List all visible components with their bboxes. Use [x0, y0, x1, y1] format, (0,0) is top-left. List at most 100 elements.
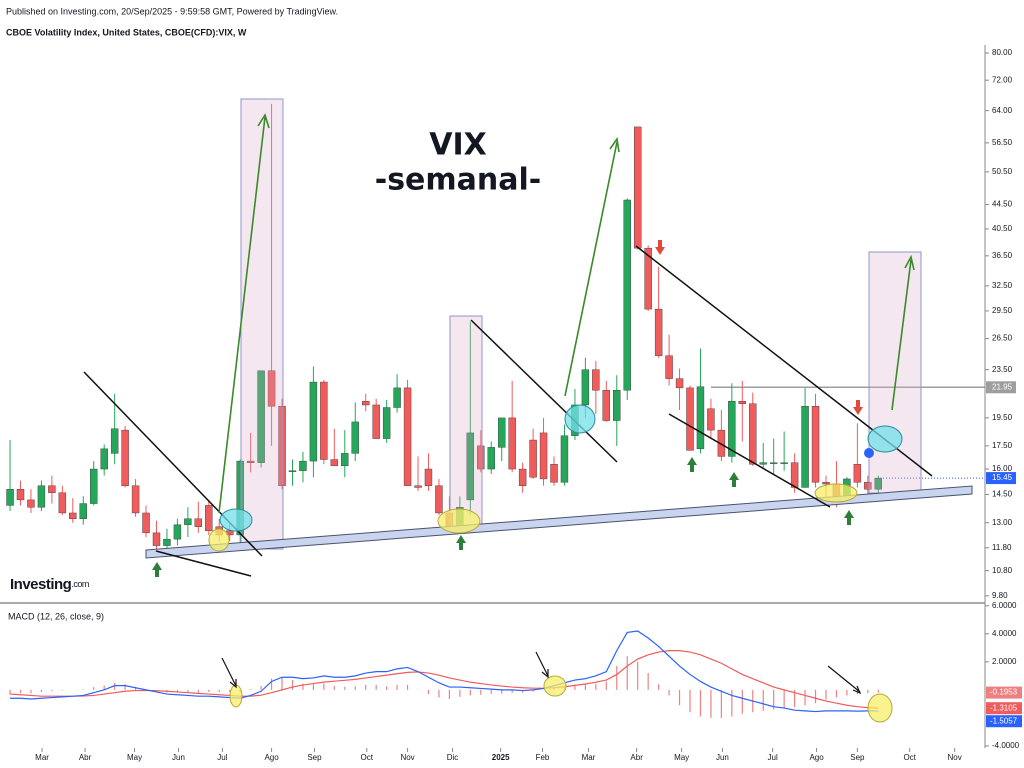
macd-title: MACD (12, 26, close, 9): [8, 611, 104, 621]
macd-line: [10, 630, 879, 713]
y-tick-label: 26.50: [992, 334, 1013, 343]
candle-body: [330, 459, 339, 467]
candle-body: [790, 462, 799, 488]
candle-body: [769, 462, 778, 464]
candle-body: [853, 464, 862, 483]
macd-y-tick-label: -4.0000: [992, 741, 1020, 750]
symbol-title: CBOE Volatility Index, United States, CB…: [6, 27, 247, 37]
candle-body: [267, 370, 276, 407]
candle-body: [288, 470, 297, 472]
y-tick-label: 13.00: [992, 518, 1013, 527]
candle-body: [686, 387, 694, 451]
candle-body: [811, 406, 820, 483]
candle-body: [299, 460, 307, 471]
candle-body: [581, 369, 590, 406]
candle-body: [194, 518, 203, 527]
candle-body: [518, 468, 527, 486]
candle-body: [278, 406, 286, 486]
candle-body: [121, 429, 129, 486]
published-note: Published on Investing.com, 20/Sep/2025 …: [6, 6, 338, 16]
y-tick-label: 36.50: [992, 251, 1013, 260]
candle-body: [142, 512, 150, 534]
x-tick-label: Abr: [79, 753, 92, 762]
candle-body: [236, 460, 244, 536]
candle-body: [477, 445, 485, 470]
x-tick-label: Sep: [307, 753, 322, 762]
overlay-subtitle: -semanal-: [375, 163, 542, 198]
candle-body: [728, 401, 736, 457]
candle-body: [508, 417, 516, 470]
candle-body: [100, 448, 108, 470]
candle-body: [414, 485, 422, 488]
candle-body: [27, 499, 35, 508]
highlight-box: [240, 98, 284, 550]
x-tick-label: Sep: [850, 753, 865, 762]
down-arrows: [655, 240, 863, 415]
candle-body: [382, 407, 391, 439]
candle-body: [560, 435, 569, 483]
candle-body: [79, 503, 87, 519]
candle-body: [780, 462, 788, 464]
candle-body: [644, 247, 652, 310]
y-tick-label: 40.50: [992, 224, 1013, 233]
y-tick-label: 44.50: [992, 200, 1013, 209]
candle-body: [435, 485, 443, 514]
candle-body: [403, 387, 412, 486]
x-tick-label: Mar: [582, 753, 596, 762]
candle-body: [466, 432, 475, 501]
plot: [6, 103, 985, 718]
candle-body: [633, 126, 642, 249]
candle-body: [16, 488, 25, 501]
candle-body: [37, 485, 46, 508]
green-arrows: [218, 113, 915, 514]
x-tick-label: Jun: [172, 753, 185, 762]
x-tick-label: Jul: [217, 753, 227, 762]
y-tick-label: 11.80: [992, 543, 1012, 552]
x-tick-label: Abr: [630, 753, 643, 762]
value-label-bg: [986, 702, 1022, 715]
x-tick-label: May: [127, 753, 142, 762]
black-arrows: [221, 651, 862, 695]
candle-body: [351, 421, 359, 454]
last-price-bg: [986, 472, 1016, 485]
candle-body: [529, 439, 537, 478]
candle-body: [320, 381, 328, 460]
trend-line: [668, 413, 831, 508]
candle-body: [696, 386, 705, 450]
x-tick-label: May: [674, 753, 689, 762]
y-tick-label: 10.80: [992, 566, 1013, 575]
value-label: -1.5057: [990, 716, 1018, 725]
candle-body: [498, 417, 506, 448]
candle-body: [738, 401, 747, 404]
candle-body: [822, 482, 830, 485]
reference-label: 21.95: [992, 382, 1013, 391]
candle-body: [759, 462, 767, 465]
x-tick-label: Mar: [35, 753, 49, 762]
y-tick-label: 80.00: [992, 48, 1013, 57]
candle-body: [257, 370, 265, 463]
y-tick-label: 72.00: [992, 75, 1013, 84]
reference-label-bg: [986, 381, 1016, 394]
y-tick-label: 56.50: [992, 138, 1013, 147]
y-tick-label: 32.50: [992, 281, 1013, 290]
y-tick-label: 16.00: [992, 464, 1013, 473]
candle-body: [6, 488, 14, 506]
y-tick-label: 64.00: [992, 106, 1013, 115]
x-tick-label: Oct: [903, 753, 916, 762]
candle-body: [801, 406, 809, 488]
candle-body: [173, 524, 182, 540]
candle-body: [602, 390, 611, 421]
candle-body: [48, 485, 56, 493]
y-tick-label: 29.50: [992, 306, 1013, 315]
y-tick-label: 50.50: [992, 167, 1013, 176]
x-tick-label: Dic: [447, 753, 459, 762]
candle-body: [749, 403, 757, 465]
y-tick-label: 19.50: [992, 413, 1013, 422]
cyan-marks: [219, 404, 903, 532]
y-tick-label: 17.50: [992, 441, 1013, 450]
logo-name: Investing: [10, 576, 72, 593]
candle-body: [131, 485, 140, 514]
candle-body: [69, 512, 77, 519]
x-tick-label: Jun: [716, 753, 729, 762]
